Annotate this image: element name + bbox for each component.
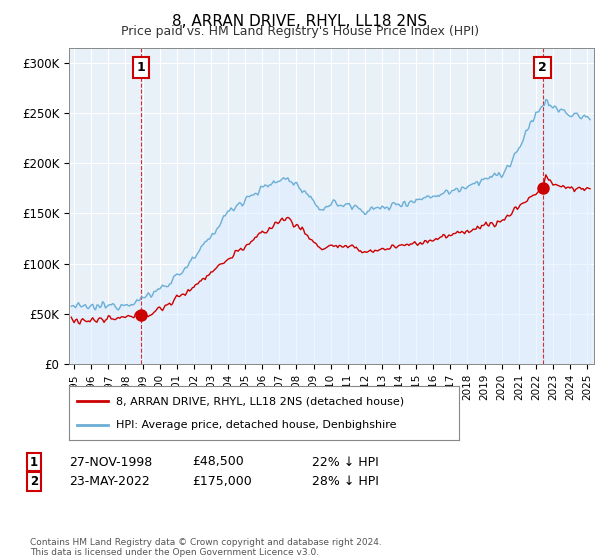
Text: 23-MAY-2022: 23-MAY-2022 <box>69 475 150 488</box>
Text: 8, ARRAN DRIVE, RHYL, LL18 2NS (detached house): 8, ARRAN DRIVE, RHYL, LL18 2NS (detached… <box>116 396 404 407</box>
Text: 1: 1 <box>137 61 145 74</box>
Text: 2: 2 <box>30 475 38 488</box>
Text: 28% ↓ HPI: 28% ↓ HPI <box>312 475 379 488</box>
Text: Price paid vs. HM Land Registry's House Price Index (HPI): Price paid vs. HM Land Registry's House … <box>121 25 479 38</box>
Text: 27-NOV-1998: 27-NOV-1998 <box>69 455 152 469</box>
Text: HPI: Average price, detached house, Denbighshire: HPI: Average price, detached house, Denb… <box>116 419 397 430</box>
Text: 2: 2 <box>538 61 547 74</box>
Text: Contains HM Land Registry data © Crown copyright and database right 2024.
This d: Contains HM Land Registry data © Crown c… <box>30 538 382 557</box>
Text: 22% ↓ HPI: 22% ↓ HPI <box>312 455 379 469</box>
Text: 1: 1 <box>30 455 38 469</box>
Text: 8, ARRAN DRIVE, RHYL, LL18 2NS: 8, ARRAN DRIVE, RHYL, LL18 2NS <box>172 14 428 29</box>
Text: £175,000: £175,000 <box>192 475 252 488</box>
Text: £48,500: £48,500 <box>192 455 244 469</box>
